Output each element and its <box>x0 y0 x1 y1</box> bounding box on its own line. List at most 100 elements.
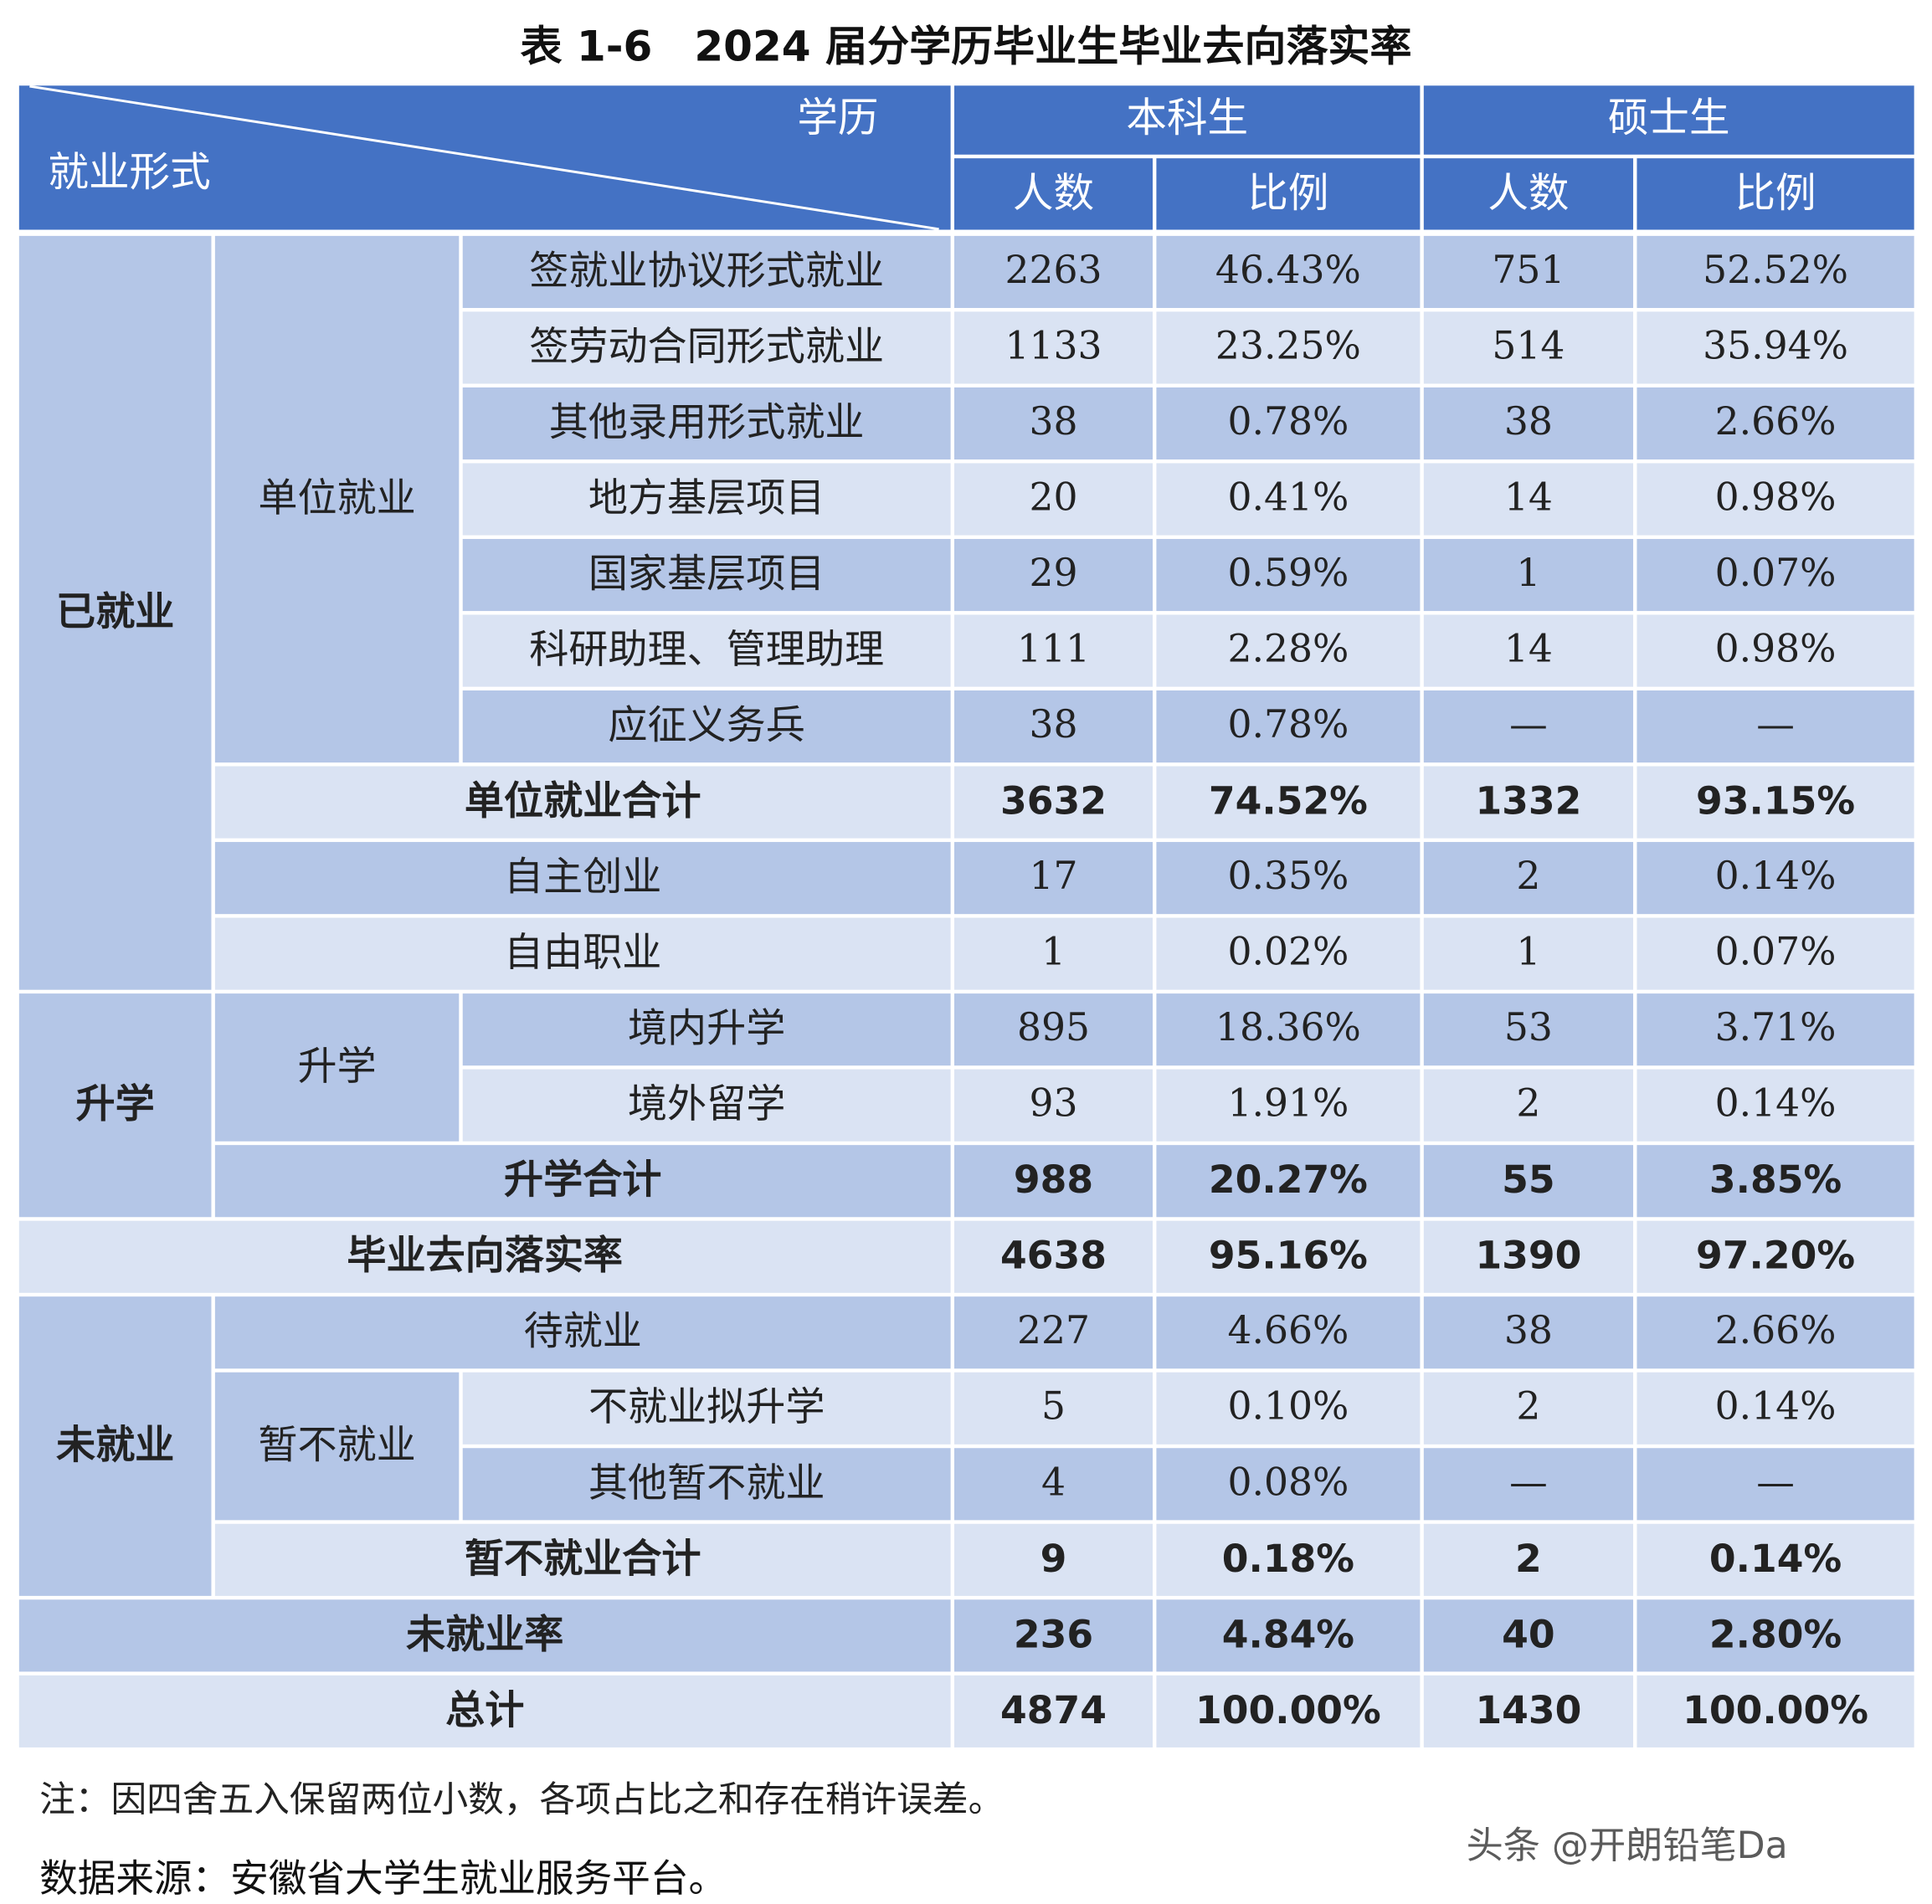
value-cell <box>1156 1220 1421 1293</box>
row-label: 国家基层项目 <box>588 551 825 597</box>
diagonal <box>29 85 939 231</box>
group-cell <box>214 1372 460 1521</box>
cell-value: 751 <box>1492 248 1565 292</box>
value-cell <box>1637 1296 1914 1369</box>
group-label: 暂不就业 <box>258 1423 415 1469</box>
cell-value: 0.14% <box>1715 1081 1837 1126</box>
cell-value: 14 <box>1504 627 1553 671</box>
cell-value: 3.85% <box>1709 1157 1842 1202</box>
value-cell <box>1423 842 1634 915</box>
cell-value: 1 <box>1516 930 1540 974</box>
value-cell <box>1156 993 1421 1066</box>
cell-value: 18.36% <box>1215 1005 1361 1050</box>
value-cell <box>1156 1523 1421 1596</box>
value-cell <box>1423 1296 1634 1369</box>
cell-value: 0.07% <box>1715 930 1837 974</box>
sub-header: 比例 <box>1247 170 1328 217</box>
value-cell <box>1423 1372 1634 1445</box>
cell-value: 2.66% <box>1715 399 1837 444</box>
value-cell <box>1423 1220 1634 1293</box>
value-cell <box>1423 1599 1634 1672</box>
cell-value: 0.41% <box>1227 475 1349 519</box>
value-cell <box>954 1296 1153 1369</box>
value-cell <box>954 1448 1153 1521</box>
group-cell <box>214 993 460 1142</box>
value-cell <box>1423 917 1634 990</box>
value-cell <box>1156 1448 1421 1521</box>
cell-value: 52.52% <box>1703 248 1848 292</box>
cell-value: 97.20% <box>1696 1234 1855 1278</box>
cell-value: 23.25% <box>1215 323 1361 367</box>
value-cell <box>954 1220 1153 1293</box>
value-cell <box>1156 1599 1421 1672</box>
value-cell <box>1423 1069 1634 1142</box>
value-cell <box>1637 311 1914 384</box>
cell-value: 2.28% <box>1227 627 1349 671</box>
value-cell <box>954 993 1153 1066</box>
value-cell <box>1156 387 1421 460</box>
value-cell <box>1637 1675 1914 1747</box>
value-cell <box>1637 614 1914 687</box>
cell-value: — <box>1509 1460 1548 1504</box>
value-cell <box>1637 917 1914 990</box>
cell-value: 0.14% <box>1715 854 1837 898</box>
cell-value: 0.98% <box>1715 475 1837 519</box>
row-label: 升学合计 <box>504 1157 661 1203</box>
cell-value: 38 <box>1504 399 1553 444</box>
value-cell <box>1637 1599 1914 1672</box>
cell-value: 111 <box>1017 627 1090 671</box>
sub-header: 人数 <box>1488 170 1569 217</box>
cell-value: 55 <box>1502 1157 1554 1202</box>
cell-value: 74.52% <box>1209 779 1368 824</box>
cell-value: 2.80% <box>1709 1612 1842 1656</box>
cell-value: 9 <box>1041 1537 1067 1581</box>
cell-value: 0.10% <box>1227 1384 1349 1429</box>
value-cell <box>1637 1145 1914 1218</box>
cell-value: 40 <box>1502 1612 1554 1656</box>
value-cell <box>954 842 1153 915</box>
row-label: 境外留学 <box>628 1081 785 1127</box>
cell-value: 1.91% <box>1227 1081 1349 1126</box>
table-title: 表 1-6 2024 届分学历毕业生毕业去向落实率 <box>521 22 1412 70</box>
value-cell <box>954 1372 1153 1445</box>
row-label-cell <box>462 463 951 536</box>
row-label: 地方基层项目 <box>588 475 825 521</box>
corner-label: 学历 <box>797 95 878 141</box>
cell-value: 53 <box>1504 1005 1553 1050</box>
cell-value: 95.16% <box>1209 1234 1368 1278</box>
value-cell <box>954 917 1153 990</box>
value-cell <box>1156 1296 1421 1369</box>
row-label: 毕业去向落实率 <box>347 1233 623 1279</box>
header-cell <box>954 85 1421 155</box>
value-cell <box>954 614 1153 687</box>
cell-value: 2 <box>1516 1384 1540 1429</box>
row-label-cell <box>18 1675 951 1747</box>
value-cell <box>1156 1675 1421 1747</box>
cell-value: 0.35% <box>1227 854 1349 898</box>
group-cell <box>214 235 460 763</box>
value-cell <box>1423 1145 1634 1218</box>
cell-value: 1 <box>1041 930 1066 974</box>
value-cell <box>1637 1448 1914 1521</box>
row-label: 科研助理、管理助理 <box>529 627 884 673</box>
group-header: 硕士生 <box>1608 95 1730 141</box>
cell-value: — <box>1756 1460 1795 1504</box>
row-label: 总计 <box>445 1687 524 1733</box>
cell-value: 236 <box>1014 1612 1093 1656</box>
row-label-cell <box>462 387 951 460</box>
group-cell <box>18 1296 212 1596</box>
cell-value: 20 <box>1029 475 1077 519</box>
row-label-cell <box>462 1448 951 1521</box>
cell-value: 4.66% <box>1227 1308 1349 1352</box>
note: 注：因四舍五入保留两位小数，各项占比之和存在稍许误差。 <box>39 1778 1004 1820</box>
value-cell <box>1423 1675 1634 1747</box>
cell-value: 0.59% <box>1227 551 1349 595</box>
value-cell <box>1156 614 1421 687</box>
cell-value: 0.78% <box>1227 702 1349 747</box>
row-label-cell <box>214 766 951 839</box>
cell-value: 0.14% <box>1709 1537 1842 1581</box>
cell-value: 3632 <box>1000 779 1107 824</box>
cell-value: 0.78% <box>1227 399 1349 444</box>
group-label: 已就业 <box>56 589 174 635</box>
